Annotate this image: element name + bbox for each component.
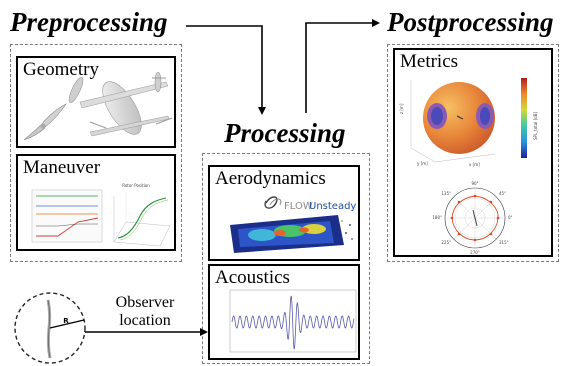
polar-angle-label: 45°: [499, 191, 506, 196]
acoustic-pressure-signal: [229, 289, 357, 353]
acoustics-box: Acoustics: [208, 264, 360, 360]
radius-label: R: [63, 317, 69, 325]
polar-angle-label: 180°: [432, 215, 442, 220]
polar-angle-label: 135°: [441, 191, 451, 196]
geometry-box: Geometry: [16, 56, 176, 148]
flowunsteady-brand-unsteady: Unsteady: [309, 201, 356, 212]
metrics-label: Metrics: [400, 51, 459, 72]
arrow-processing-to-post: [305, 19, 380, 113]
aircraft-illustration: [23, 71, 173, 141]
metrics-visuals: z [m] y [m] x [m] SPL_total [dB]: [399, 78, 538, 255]
observer-label-line1: Observer: [115, 294, 175, 311]
maneuver-plots: Rotor Position: [31, 183, 171, 247]
radius-line: [49, 319, 85, 329]
metrics-axis-z: z [m]: [399, 103, 404, 114]
processing-title: Processing: [224, 118, 346, 148]
observer-location-label: Observer location: [100, 294, 190, 331]
postprocessing-title: Postprocessing: [387, 7, 554, 37]
metrics-box: Metrics z [m] y [m] x [m]: [393, 48, 553, 257]
polar-angle-label: 90°: [471, 181, 478, 186]
rotor-position-title: Rotor Position: [122, 183, 150, 188]
polar-directivity-plot: 90° 45° 0° 315° 270° 225° 180° 135°: [432, 181, 512, 255]
acoustics-label: Acoustics: [215, 267, 290, 288]
observer-circle-diagram: R: [14, 292, 86, 364]
maneuver-box: Maneuver Rotor Position: [16, 154, 176, 251]
flowunsteady-logo: FLOW Unsteady: [264, 196, 356, 212]
metrics-axis-x: x [m]: [469, 162, 480, 167]
aerodynamics-label: Aerodynamics: [215, 168, 326, 189]
metrics-colorbar-label: SPL_total [dB]: [533, 112, 538, 140]
aerodynamics-box: Aerodynamics FLOW Unsteady: [208, 165, 360, 261]
wake-simulation-image: [230, 215, 353, 253]
arrow-pre-to-processing: [186, 25, 266, 115]
polar-angle-label: 0°: [508, 215, 513, 220]
geometry-label: Geometry: [23, 59, 99, 80]
preprocessing-container: [10, 44, 182, 262]
flowunsteady-brand-flow: FLOW: [284, 201, 313, 212]
postprocessing-container: [387, 44, 559, 262]
polar-angle-label: 225°: [441, 240, 451, 245]
acoustic-waveform: [231, 295, 355, 350]
maneuver-label: Maneuver: [23, 157, 101, 178]
processing-container: [202, 153, 370, 364]
observer-label-line2: location: [119, 312, 171, 330]
polar-angle-label: 270°: [470, 250, 480, 255]
preprocessing-title: Preprocessing: [10, 7, 168, 37]
metrics-axis-y: y [m]: [417, 161, 428, 166]
polar-angle-label: 315°: [499, 240, 509, 245]
